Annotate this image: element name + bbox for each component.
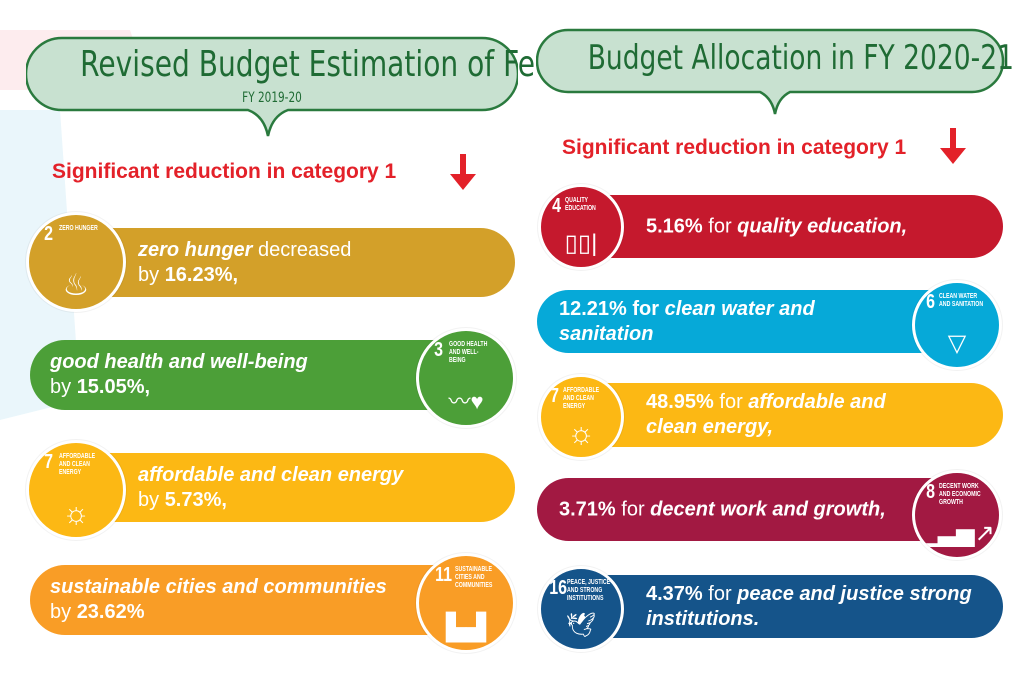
- goal-label: Decent Work and Economic Growth: [939, 483, 981, 506]
- goal-number: 11: [435, 564, 453, 586]
- goal-label: Affordable and Clean Energy: [59, 453, 96, 476]
- item-topic: affordable and: [748, 391, 886, 413]
- item-topic: sanitation: [559, 322, 654, 345]
- item-text: by: [138, 263, 165, 286]
- water-glass-icon: ▽: [947, 330, 967, 357]
- item-topic: clean energy,: [646, 416, 774, 438]
- goal-number: 4: [552, 195, 562, 217]
- left-title-banner: Revised Budget Estimation of Federal FY …: [26, 36, 607, 138]
- item-topic: good health and well-being: [50, 351, 308, 373]
- item-clean-water: 12.21% for clean water and sanitation: [537, 290, 970, 353]
- item-topic: zero hunger: [138, 238, 253, 261]
- sdg-2-badge: 2 Zero Hunger ♨: [26, 212, 126, 312]
- item-text: decreased: [252, 238, 352, 261]
- item-good-health: good health and well-being by 15.05%,: [30, 340, 485, 410]
- goal-number: 16: [549, 577, 568, 599]
- item-topic: decent work and growth,: [650, 498, 886, 520]
- sdg-8-badge: 8 Decent Work and Economic Growth ▁▃▅↗: [912, 470, 1002, 560]
- goal-number: 6: [926, 291, 936, 313]
- item-text: by: [138, 488, 165, 511]
- goal-number: 7: [550, 385, 560, 407]
- sdg-7-badge: 7 Affordable and Clean Energy ☼: [538, 374, 624, 460]
- item-affordable-energy: 48.95% for affordable and clean energy,: [570, 383, 1003, 447]
- dove-gavel-icon: 🕊: [565, 612, 597, 639]
- item-topic: quality education,: [737, 215, 908, 237]
- item-text: by: [50, 376, 77, 398]
- item-percent: 12.21% for: [559, 297, 665, 320]
- goal-number: 3: [434, 339, 444, 361]
- goal-label: Peace, Justice and Strong Institutions: [567, 579, 611, 602]
- right-title: Budget Allocation in FY 2020-21: [587, 38, 1014, 78]
- item-clean-energy: affordable and clean energy by 5.73%,: [60, 453, 515, 522]
- item-percent: 3.71%: [559, 498, 616, 520]
- growth-chart-icon: ▁▃▅↗: [919, 520, 995, 547]
- item-topic: clean water and: [664, 297, 815, 320]
- sdg-16-badge: 16 Peace, Justice and Strong Institutions…: [538, 566, 624, 652]
- item-percent: 23.62%: [76, 601, 145, 623]
- item-percent: 5.73%,: [164, 488, 227, 511]
- sdg-7-badge: 7 Affordable and Clean Energy ☼: [26, 440, 126, 540]
- item-percent: 48.95%: [646, 391, 714, 413]
- item-topic: sustainable cities and communities: [50, 576, 387, 598]
- sun-power-icon: ☼: [62, 497, 90, 530]
- goal-number: 2: [44, 223, 54, 245]
- item-topic: affordable and clean energy: [138, 463, 404, 486]
- goal-label: Clean Water and Sanitation: [939, 293, 984, 308]
- goal-label: Affordable and Clean Energy: [563, 387, 600, 410]
- goal-label: Zero Hunger: [59, 225, 98, 232]
- item-zero-hunger: zero hunger decreased by 16.23%,: [60, 228, 515, 297]
- item-quality-education: 5.16% for quality education,: [570, 195, 1003, 258]
- sdg-4-badge: 4 Quality Education ▯▯|: [538, 184, 624, 270]
- left-subtitle: FY 2019-20: [242, 90, 302, 106]
- item-topic: institutions.: [646, 607, 760, 630]
- left-title: Revised Budget Estimation of Federal: [80, 44, 607, 85]
- item-percent: 5.16%: [646, 215, 703, 237]
- city-icon: ▙▟: [446, 612, 486, 642]
- sun-power-icon: ☼: [567, 417, 595, 450]
- item-percent: 15.05%,: [76, 376, 151, 398]
- item-text: for: [702, 215, 738, 237]
- item-decent-work: 3.71% for decent work and growth,: [537, 478, 970, 541]
- item-percent: 4.37%: [646, 582, 703, 605]
- left-heading: Significant reduction in category 1: [52, 160, 397, 183]
- book-pencil-icon: ▯▯|: [564, 230, 598, 257]
- sdg-11-badge: 11 Sustainable Cities and Communities ▙▟: [416, 553, 516, 653]
- goal-number: 8: [926, 481, 936, 503]
- sdg-6-badge: 6 Clean Water and Sanitation ▽: [912, 280, 1002, 370]
- right-heading: Significant reduction in category 1: [562, 136, 907, 159]
- bowl-icon: ♨: [62, 269, 90, 302]
- sdg-3-badge: 3 Good Health and Well-Being 〰♥: [416, 328, 516, 428]
- item-text: for: [615, 498, 651, 520]
- item-text: for: [702, 582, 738, 605]
- goal-label: Good Health and Well-Being: [449, 341, 488, 364]
- item-text: by: [50, 601, 77, 623]
- item-sustainable-cities: sustainable cities and communities by 23.…: [30, 565, 485, 635]
- item-peace-justice: 4.37% for peace and justice strong instit…: [570, 575, 1003, 638]
- goal-label: Sustainable Cities and Communities: [455, 566, 493, 589]
- item-percent: 16.23%,: [164, 263, 239, 286]
- goal-label: Quality Education: [565, 197, 596, 212]
- item-text: for: [713, 391, 749, 413]
- heartbeat-icon: 〰♥: [448, 389, 484, 414]
- goal-number: 7: [44, 451, 54, 473]
- item-topic: peace and justice strong: [737, 582, 972, 605]
- right-title-banner: Budget Allocation in FY 2020-21: [536, 28, 1014, 116]
